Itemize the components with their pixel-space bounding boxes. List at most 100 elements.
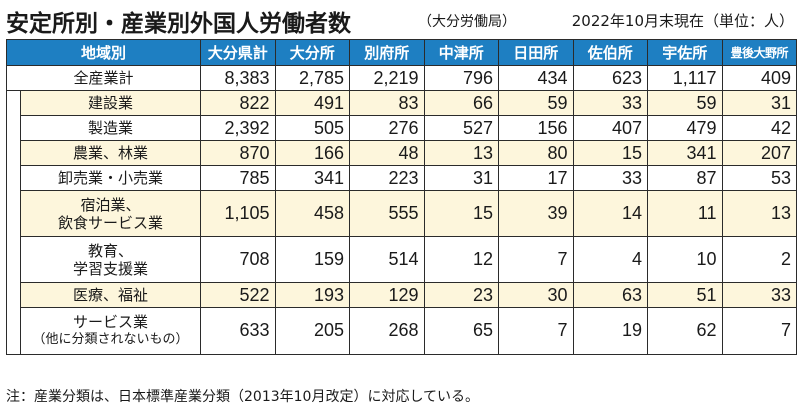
indent-spacer	[6, 307, 21, 355]
column-header-usa: 宇佐所	[647, 39, 723, 66]
table-cell: 33	[721, 282, 798, 308]
table-cell: 2,785	[274, 65, 351, 91]
footnote: 注：産業分類は、日本標準産業分類（2013年10月改定）に対応している。	[6, 389, 480, 405]
table-cell: 527	[423, 115, 500, 141]
table-cell: 13	[423, 140, 500, 166]
table-cell: 2,219	[349, 65, 425, 91]
table-cell: 8,383	[200, 65, 276, 91]
table-row: 建設業 822 491 83 66 59 33 59 31	[6, 90, 798, 116]
table-row: 教育、 学習支援業 708 159 514 12 7 4 10 2	[6, 236, 798, 283]
table-row: 医療、福祉 522 193 129 23 30 63 51 33	[6, 282, 798, 308]
column-header-bungo-ono: 豊後大野所	[721, 39, 798, 66]
table-cell: 2,392	[200, 115, 276, 141]
table-cell: 633	[200, 307, 276, 355]
indent-spacer	[6, 140, 21, 166]
row-label: 全産業計	[5, 65, 202, 91]
row-label-line: 宿泊業、	[80, 195, 141, 214]
table-cell: 15	[572, 140, 649, 166]
table-cell: 479	[647, 115, 723, 141]
table-cell: 491	[274, 90, 351, 116]
workers-table: 地域別 大分県計 大分所 別府所 中津所 日田所 佐伯所 宇佐所 豊後大野所 全…	[5, 39, 798, 355]
indent-spacer	[6, 190, 21, 237]
source-label: （大分労働局）	[418, 14, 516, 30]
table-cell: 12	[423, 236, 500, 283]
table-row: 製造業 2,392 505 276 527 156 407 479 42	[6, 115, 798, 141]
table-cell: 1,117	[647, 65, 723, 91]
row-label-line: 飲食サービス業	[58, 213, 164, 232]
row-label: 医療、福祉	[19, 282, 202, 308]
table-cell: 59	[498, 90, 574, 116]
table-cell: 23	[423, 282, 500, 308]
header: 安定所別・産業別外国人労働者数 （大分労働局） 2022年10月末現在（単位：人…	[6, 2, 796, 37]
table-cell: 822	[200, 90, 276, 116]
table-row: 農業、林業 870 166 48 13 80 15 341 207	[6, 140, 798, 166]
table-cell: 434	[498, 65, 574, 91]
table-row-total: 全産業計 8,383 2,785 2,219 796 434 623 1,117…	[5, 65, 798, 91]
table-cell: 33	[572, 165, 649, 191]
table-cell: 341	[274, 165, 351, 191]
table-cell: 53	[721, 165, 798, 191]
table-cell: 1,105	[200, 190, 276, 237]
table-cell: 555	[349, 190, 425, 237]
column-header-hita: 日田所	[498, 39, 574, 66]
table-cell: 458	[274, 190, 351, 237]
table-cell: 87	[647, 165, 723, 191]
table-cell: 2	[721, 236, 798, 283]
column-header-nakatsu: 中津所	[423, 39, 500, 66]
table-cell: 42	[721, 115, 798, 141]
table-cell: 59	[647, 90, 723, 116]
table-cell: 66	[423, 90, 500, 116]
table-cell: 276	[349, 115, 425, 141]
indent-spacer	[6, 236, 21, 283]
table-cell: 51	[647, 282, 723, 308]
table-cell: 522	[200, 282, 276, 308]
row-label-line: 学習支援業	[73, 259, 149, 278]
column-header-beppu: 別府所	[349, 39, 425, 66]
table-cell: 31	[721, 90, 798, 116]
table-cell: 13	[721, 190, 798, 237]
row-label: 宿泊業、 飲食サービス業	[19, 190, 202, 237]
column-header-oita: 大分所	[274, 39, 351, 66]
table-row: 卸売業・小売業 785 341 223 31 17 33 87 53	[6, 165, 798, 191]
table-cell: 33	[572, 90, 649, 116]
table-cell: 65	[423, 307, 500, 355]
table-cell: 223	[349, 165, 425, 191]
row-label-line: 教育、	[88, 241, 134, 260]
table-cell: 708	[200, 236, 276, 283]
row-label: サービス業 （他に分類されないもの）	[19, 307, 202, 355]
table-cell: 7	[721, 307, 798, 355]
row-label: 教育、 学習支援業	[19, 236, 202, 283]
table-cell: 341	[647, 140, 723, 166]
table-cell: 31	[423, 165, 500, 191]
table-cell: 4	[572, 236, 649, 283]
indent-spacer	[6, 165, 21, 191]
table-cell: 156	[498, 115, 574, 141]
table-cell: 268	[349, 307, 425, 355]
table-cell: 505	[274, 115, 351, 141]
table-cell: 409	[721, 65, 798, 91]
table-cell: 7	[498, 307, 574, 355]
indent-spacer	[6, 90, 21, 116]
table-cell: 159	[274, 236, 351, 283]
table-cell: 11	[647, 190, 723, 237]
column-header-oita-total: 大分県計	[200, 39, 276, 66]
table-row: サービス業 （他に分類されないもの） 633 205 268 65 7 19 6…	[6, 307, 798, 355]
table-cell: 796	[423, 65, 500, 91]
row-label: 農業、林業	[19, 140, 202, 166]
header-row: 地域別 大分県計 大分所 別府所 中津所 日田所 佐伯所 宇佐所 豊後大野所	[5, 39, 798, 66]
table-cell: 205	[274, 307, 351, 355]
table-cell: 63	[572, 282, 649, 308]
table-cell: 129	[349, 282, 425, 308]
table-cell: 19	[572, 307, 649, 355]
row-label-line: サービス業	[73, 312, 149, 331]
table-cell: 10	[647, 236, 723, 283]
row-label-line: （他に分類されないもの）	[32, 331, 189, 347]
table-cell: 14	[572, 190, 649, 237]
table-cell: 193	[274, 282, 351, 308]
row-label: 建設業	[19, 90, 202, 116]
table-cell: 83	[349, 90, 425, 116]
table-cell: 48	[349, 140, 425, 166]
row-label: 卸売業・小売業	[19, 165, 202, 191]
table-cell: 30	[498, 282, 574, 308]
table-cell: 407	[572, 115, 649, 141]
